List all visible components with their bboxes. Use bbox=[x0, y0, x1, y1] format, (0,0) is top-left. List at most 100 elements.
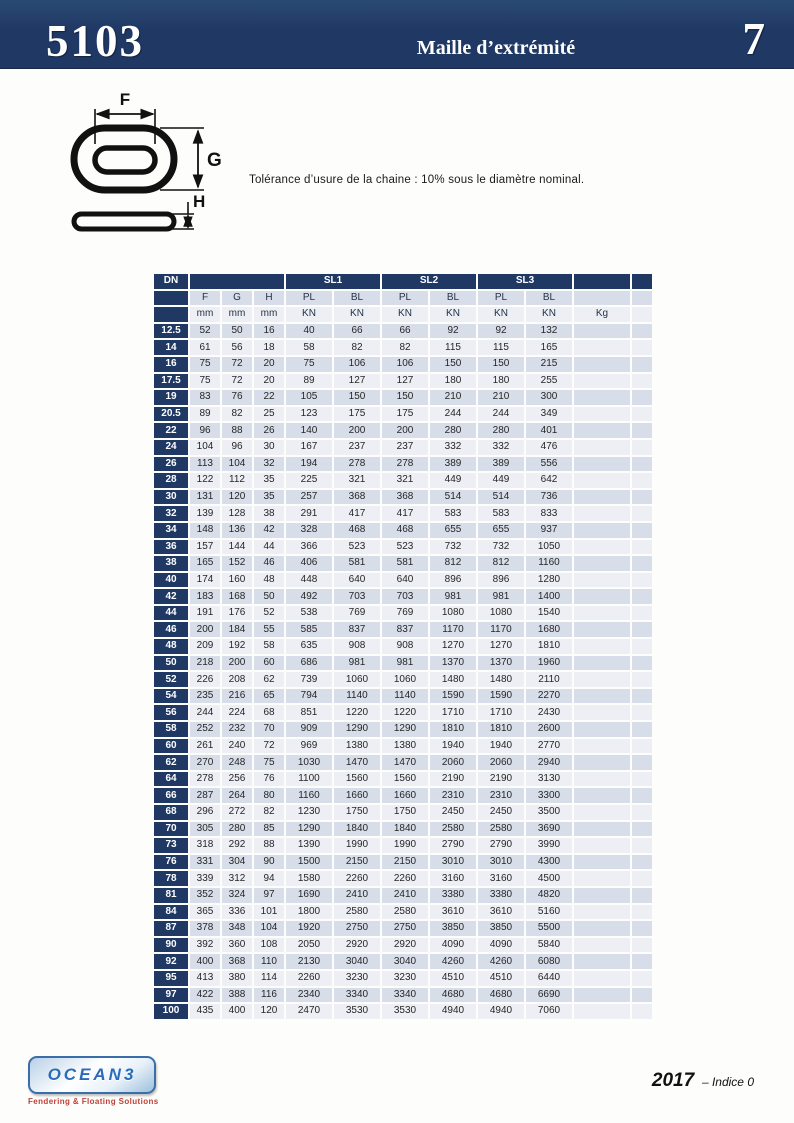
kg-cell bbox=[574, 605, 630, 621]
kg-cell bbox=[574, 423, 630, 438]
value-cell: 1380 bbox=[382, 738, 428, 754]
value-cell: 3010 bbox=[478, 854, 524, 870]
table-row: 54 235 216 65 794 1140 1140 1590 1590 2270 bbox=[154, 688, 652, 704]
table-row: 62 270 248 75 1030 1470 1470 2060 2060 2940 bbox=[154, 755, 652, 770]
value-cell: 896 bbox=[478, 572, 524, 588]
value-cell: 812 bbox=[478, 556, 524, 571]
table-row: 92 400 368 110 2130 3040 3040 4260 4260 6080 bbox=[154, 954, 652, 969]
value-cell: 4510 bbox=[430, 970, 476, 986]
value-cell: 191 bbox=[190, 605, 220, 621]
value-cell: 468 bbox=[382, 522, 428, 538]
value-cell: 216 bbox=[222, 688, 252, 704]
spacer-cell bbox=[632, 556, 652, 571]
value-cell: 32 bbox=[254, 456, 284, 472]
spacer-cell bbox=[632, 871, 652, 886]
spacer-cell bbox=[632, 921, 652, 936]
table-row: 38 165 152 46 406 581 581 812 812 1160 bbox=[154, 556, 652, 571]
kg-cell bbox=[574, 921, 630, 936]
value-cell: 225 bbox=[286, 473, 332, 488]
kg-cell bbox=[574, 406, 630, 422]
value-cell: 224 bbox=[222, 705, 252, 721]
kg-cell bbox=[574, 688, 630, 704]
table-row: 73 318 292 88 1390 1990 1990 2790 2790 3990 bbox=[154, 838, 652, 853]
value-cell: 909 bbox=[286, 722, 332, 737]
value-cell: 514 bbox=[430, 489, 476, 505]
value-cell: 739 bbox=[286, 672, 332, 687]
value-cell: 165 bbox=[526, 340, 572, 355]
value-cell: 2410 bbox=[382, 887, 428, 903]
value-cell: 2130 bbox=[286, 954, 332, 969]
spacer-cell bbox=[632, 821, 652, 837]
value-cell: 184 bbox=[222, 622, 252, 638]
value-cell: 2190 bbox=[478, 771, 524, 787]
value-cell: 82 bbox=[382, 340, 428, 355]
value-cell: 22 bbox=[254, 390, 284, 405]
value-cell: 26 bbox=[254, 423, 284, 438]
value-cell: 538 bbox=[286, 605, 332, 621]
kg-cell bbox=[574, 987, 630, 1003]
value-cell: 366 bbox=[286, 539, 332, 555]
spacer-cell bbox=[632, 622, 652, 638]
value-cell: 837 bbox=[382, 622, 428, 638]
col-header-pl1: PL bbox=[286, 290, 332, 306]
value-cell: 180 bbox=[478, 373, 524, 389]
value-cell: 417 bbox=[382, 506, 428, 521]
value-cell: 476 bbox=[526, 439, 572, 455]
value-cell: 1940 bbox=[478, 738, 524, 754]
value-cell: 1710 bbox=[430, 705, 476, 721]
dn-value: 81 bbox=[154, 887, 188, 903]
value-cell: 468 bbox=[334, 522, 380, 538]
value-cell: 349 bbox=[526, 406, 572, 422]
dn-value: 58 bbox=[154, 722, 188, 737]
value-cell: 106 bbox=[334, 356, 380, 372]
value-cell: 581 bbox=[334, 556, 380, 571]
dn-value: 36 bbox=[154, 539, 188, 555]
value-cell: 2430 bbox=[526, 705, 572, 721]
value-cell: 272 bbox=[222, 805, 252, 820]
value-cell: 83 bbox=[190, 390, 220, 405]
kg-cell bbox=[574, 522, 630, 538]
value-cell: 80 bbox=[254, 788, 284, 803]
value-cell: 2450 bbox=[478, 805, 524, 820]
value-cell: 1390 bbox=[286, 838, 332, 853]
value-cell: 3010 bbox=[430, 854, 476, 870]
edition-indice: – Indice 0 bbox=[701, 1075, 754, 1089]
value-cell: 3500 bbox=[526, 805, 572, 820]
spec-table-head: DN SL1 SL2 SL3 F G H PL BL PL BL PL BL m… bbox=[154, 274, 652, 322]
value-cell: 215 bbox=[526, 356, 572, 372]
table-row: 46 200 184 55 585 837 837 1170 1170 1680 bbox=[154, 622, 652, 638]
value-cell: 492 bbox=[286, 589, 332, 604]
value-cell: 50 bbox=[222, 323, 252, 339]
kg-cell bbox=[574, 722, 630, 737]
value-cell: 292 bbox=[222, 838, 252, 853]
edition-info: 2017 – Indice 0 bbox=[652, 1070, 754, 1092]
table-row: 34 148 136 42 328 468 468 655 655 937 bbox=[154, 522, 652, 538]
value-cell: 152 bbox=[222, 556, 252, 571]
value-cell: 3850 bbox=[430, 921, 476, 936]
value-cell: 837 bbox=[334, 622, 380, 638]
value-cell: 2150 bbox=[334, 854, 380, 870]
value-cell: 1750 bbox=[334, 805, 380, 820]
value-cell: 833 bbox=[526, 506, 572, 521]
value-cell: 40 bbox=[286, 323, 332, 339]
table-row: 50 218 200 60 686 981 981 1370 1370 1960 bbox=[154, 655, 652, 671]
value-cell: 389 bbox=[478, 456, 524, 472]
value-cell: 4680 bbox=[478, 987, 524, 1003]
value-cell: 328 bbox=[286, 522, 332, 538]
value-cell: 1660 bbox=[334, 788, 380, 803]
value-cell: 312 bbox=[222, 871, 252, 886]
dn-value: 48 bbox=[154, 639, 188, 654]
value-cell: 769 bbox=[382, 605, 428, 621]
value-cell: 176 bbox=[222, 605, 252, 621]
dn-value: 62 bbox=[154, 755, 188, 770]
value-cell: 2770 bbox=[526, 738, 572, 754]
value-cell: 104 bbox=[190, 439, 220, 455]
value-cell: 1290 bbox=[334, 722, 380, 737]
value-cell: 140 bbox=[286, 423, 332, 438]
value-cell: 304 bbox=[222, 854, 252, 870]
kg-cell bbox=[574, 838, 630, 853]
spacer-cell bbox=[632, 904, 652, 920]
value-cell: 581 bbox=[382, 556, 428, 571]
spacer-cell bbox=[632, 937, 652, 953]
value-cell: 2580 bbox=[334, 904, 380, 920]
